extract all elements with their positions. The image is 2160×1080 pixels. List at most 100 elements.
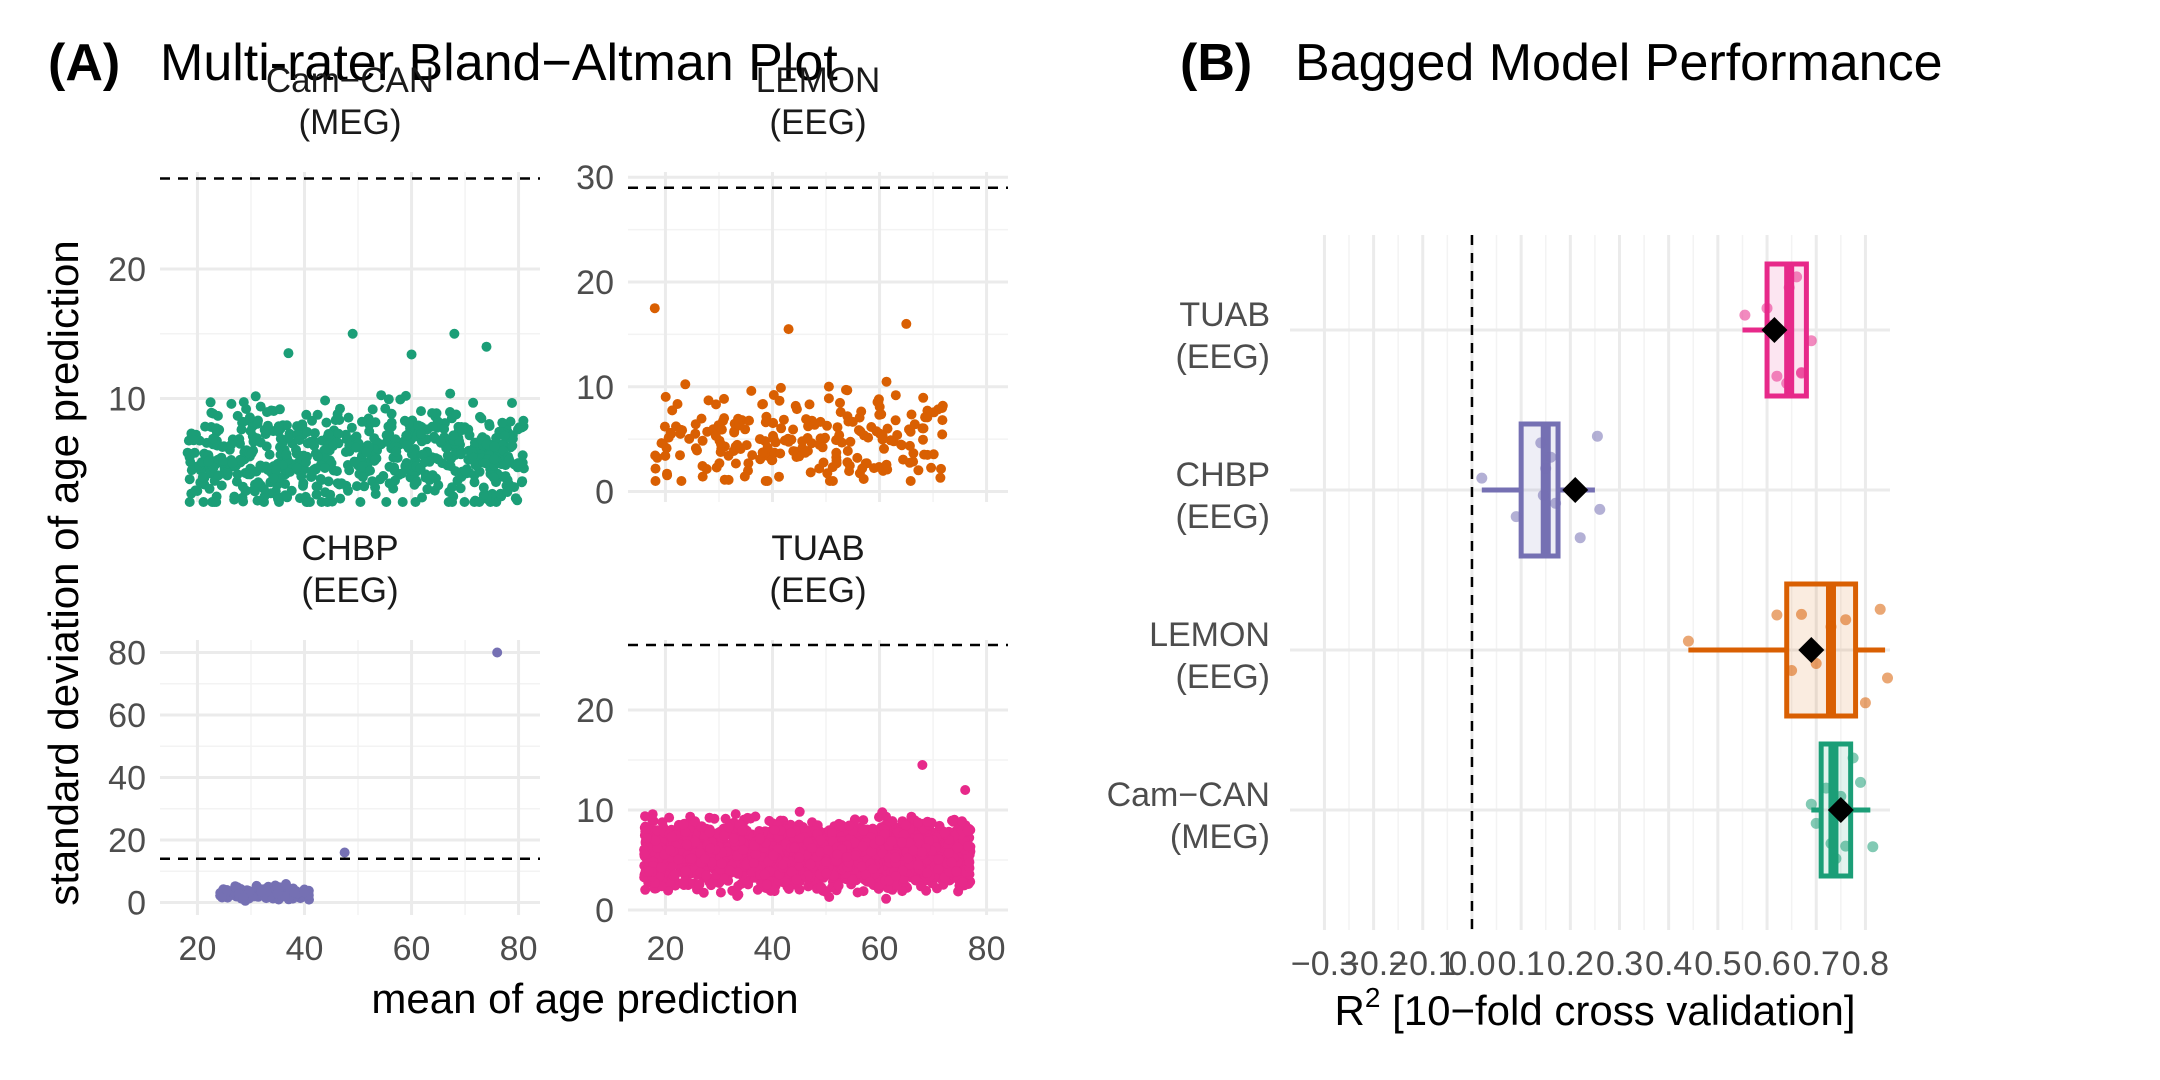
data-point xyxy=(845,436,856,447)
data-point xyxy=(777,859,788,870)
data-point xyxy=(821,868,832,879)
data-point xyxy=(701,870,712,881)
data-point xyxy=(849,837,860,848)
data-point xyxy=(227,458,238,468)
cv-fold-point xyxy=(1796,608,1807,620)
data-point xyxy=(361,447,372,458)
data-point xyxy=(211,497,222,507)
outlier-point xyxy=(406,349,417,360)
data-point xyxy=(197,472,208,483)
data-point xyxy=(484,419,495,429)
data-point xyxy=(913,817,924,828)
data-point xyxy=(818,457,829,468)
data-point xyxy=(742,812,753,823)
data-point xyxy=(271,465,282,476)
outlier-point xyxy=(492,647,503,658)
data-point xyxy=(395,394,406,405)
data-point xyxy=(797,436,808,447)
data-point xyxy=(696,822,707,832)
data-point xyxy=(858,474,869,484)
data-point xyxy=(505,416,516,427)
data-point xyxy=(260,429,271,440)
x-tick-label: 20 xyxy=(179,930,217,968)
data-point xyxy=(842,852,853,862)
data-point xyxy=(351,481,362,492)
data-point xyxy=(709,813,720,824)
facet-lemon: 0 10 20 30 LEMON(EEG) xyxy=(576,61,1008,512)
data-point xyxy=(852,452,863,463)
data-point xyxy=(788,424,799,435)
data-point xyxy=(716,439,726,450)
data-point xyxy=(221,885,232,895)
data-point xyxy=(188,435,199,446)
data-point xyxy=(499,430,510,441)
data-point xyxy=(732,867,743,878)
data-point xyxy=(639,849,650,860)
data-point xyxy=(212,410,223,421)
data-point xyxy=(778,414,789,425)
cv-fold-point xyxy=(1825,838,1837,849)
data-point xyxy=(670,869,681,880)
data-point xyxy=(476,413,487,424)
data-point xyxy=(488,472,499,483)
data-point xyxy=(774,471,784,482)
data-point xyxy=(312,409,323,420)
data-point xyxy=(500,471,511,482)
data-point xyxy=(190,485,201,496)
data-point xyxy=(238,892,249,903)
data-point xyxy=(273,426,284,437)
x-tick-label: −0.1 xyxy=(1389,945,1456,983)
data-point xyxy=(835,397,845,408)
data-point xyxy=(791,874,802,885)
data-point xyxy=(667,405,678,416)
data-point xyxy=(860,869,871,880)
data-point xyxy=(831,447,842,458)
cv-fold-point xyxy=(1594,503,1606,515)
data-point xyxy=(890,871,901,882)
outlier-point xyxy=(481,341,492,352)
data-point xyxy=(908,456,919,467)
data-point xyxy=(723,822,734,833)
data-point xyxy=(801,414,812,425)
facet-strip-title: Cam−CAN xyxy=(266,61,434,100)
facet-strip-subtitle: (MEG) xyxy=(298,103,401,142)
data-point xyxy=(766,455,777,466)
data-point xyxy=(255,437,266,448)
data-point xyxy=(916,881,926,892)
data-point xyxy=(822,468,833,479)
box-lemon: LEMON (EEG) xyxy=(1149,581,1893,719)
data-point xyxy=(964,857,975,868)
data-point xyxy=(704,827,715,838)
data-point xyxy=(248,436,259,447)
data-point xyxy=(815,847,826,857)
data-point xyxy=(455,449,466,460)
data-point xyxy=(325,489,336,500)
data-point xyxy=(681,839,692,850)
data-point xyxy=(332,409,343,419)
data-point xyxy=(439,424,450,434)
x-tick-label: 0.8 xyxy=(1842,945,1889,983)
data-point xyxy=(738,844,749,855)
data-point xyxy=(507,440,518,451)
data-point xyxy=(680,379,691,390)
data-point xyxy=(364,426,375,437)
data-point xyxy=(828,870,839,881)
data-point xyxy=(788,446,799,457)
data-point xyxy=(281,420,292,431)
data-point xyxy=(896,440,907,451)
x-tick-label: −0.2 xyxy=(1340,945,1407,983)
data-point xyxy=(451,409,462,420)
x-axis-title-suffix: [10−fold cross validation] xyxy=(1380,987,1855,1034)
facet-strip-title: LEMON xyxy=(756,61,880,100)
data-point xyxy=(383,394,394,405)
cv-fold-point xyxy=(1882,672,1893,684)
data-point xyxy=(660,450,671,461)
data-point xyxy=(479,458,490,469)
category-label: CHBP xyxy=(1176,456,1270,494)
data-point xyxy=(200,421,211,432)
y-tick-label: 0 xyxy=(595,892,614,930)
data-point xyxy=(673,854,684,865)
data-point xyxy=(291,444,301,455)
facet-strip-title: CHBP xyxy=(301,529,398,568)
data-point xyxy=(370,482,381,493)
